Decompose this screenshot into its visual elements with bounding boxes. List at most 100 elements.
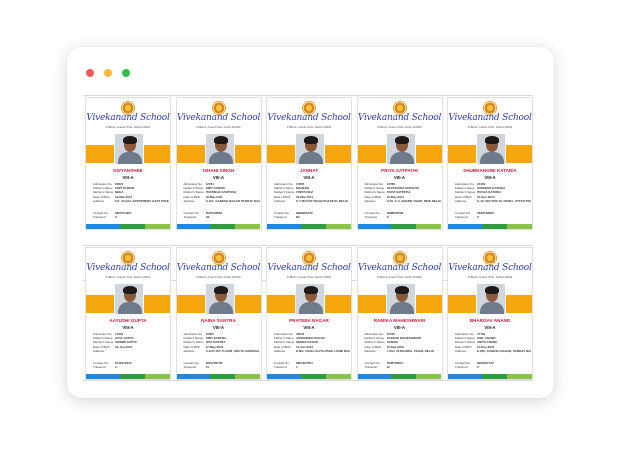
- student-class: VIII-A: [122, 175, 134, 180]
- student-id-card-5[interactable]: Vivekanand School D-Block, Anand Vihar, …: [447, 97, 533, 230]
- card-footer-bar: [267, 374, 351, 379]
- school-name: Vivekanand School: [267, 113, 351, 123]
- school-address: D-Block, Anand Vihar, Delhi-110092: [467, 125, 513, 129]
- contact-details: Contact No. 9711912015 Transport Z: [93, 361, 169, 369]
- student-details: Admission No. 22788 Father's Name DEVASHIS…: [365, 182, 441, 203]
- student-photo: [476, 133, 506, 165]
- maximize-window-button[interactable]: [122, 69, 130, 77]
- student-class: VIII-A: [393, 175, 406, 180]
- contact-label: Contact No.: [364, 211, 381, 215]
- dob-value: 27-May-2010: [205, 344, 224, 349]
- card-footer-bar: [267, 224, 351, 229]
- id-card-row-1: Vivekanand School D-Block, Anand Vihar, …: [85, 97, 533, 230]
- dob-label: Date of Birth: [93, 344, 110, 349]
- card-footer-bar: [357, 374, 442, 379]
- school-name: Vivekanand School: [86, 263, 170, 273]
- address-label: Address: [274, 348, 286, 353]
- father-label: Father's Name: [93, 336, 113, 341]
- address-label: Address: [183, 348, 195, 353]
- transport-value: Z: [115, 365, 117, 370]
- dob-label: Date of Birth: [364, 194, 382, 199]
- address-value: C-204, SURAJMAL VIHAR, DELHI: [386, 348, 434, 353]
- contact-value: 7838769874: [386, 361, 404, 365]
- school-address: D-Block, Anand Vihar, Delhi-110092: [196, 275, 241, 279]
- admission-label: Admission No.: [455, 182, 475, 186]
- student-id-card-3[interactable]: Vivekanand School D-Block, Anand Vihar, …: [266, 97, 352, 230]
- school-address: D-Block, Anand Vihar, Delhi-110092: [467, 275, 513, 279]
- school-name: Vivekanand School: [448, 113, 532, 123]
- mother-value: NEHA: [115, 190, 124, 195]
- admission-label: Admission No.: [364, 182, 384, 186]
- admission-value: 23005: [205, 332, 214, 336]
- contact-label: Contact No.: [455, 211, 471, 215]
- contact-label: Contact No.: [364, 361, 381, 365]
- student-id-card-4[interactable]: Vivekanand School D-Block, Anand Vihar, …: [356, 97, 443, 230]
- contact-label: Contact No.: [274, 211, 290, 215]
- student-photo: [295, 133, 325, 165]
- transport-value: NA: [205, 215, 210, 220]
- mother-label: Mother's Name: [455, 340, 476, 345]
- father-value: ANIL ANAND: [477, 336, 496, 341]
- admission-label: Admission No.: [364, 332, 384, 336]
- admission-value: 22790: [386, 332, 395, 336]
- father-value: AMIT KUMAR: [115, 186, 135, 191]
- student-photo: [204, 133, 235, 165]
- minimize-window-button[interactable]: [104, 69, 112, 77]
- student-photo: [385, 133, 416, 165]
- school-emblem-icon: [211, 251, 226, 265]
- school-emblem-icon: [392, 251, 407, 265]
- transport-value: B: [386, 215, 389, 220]
- dob-value: 10-Jun-2010: [115, 344, 133, 349]
- father-label: Father's Name: [455, 336, 475, 341]
- student-name: BHARGAV ANAND: [469, 318, 511, 323]
- admission-value: 17004: [115, 332, 124, 336]
- contact-label: Contact No.: [183, 361, 200, 365]
- student-details: Admission No. 22827 Father's Name AMIT KUM…: [93, 182, 169, 203]
- transport-value: NA: [296, 215, 301, 220]
- dob-value: 14-Jan-2010: [296, 344, 314, 349]
- browser-window: Vivekanand School D-Block, Anand Vihar, …: [67, 47, 554, 398]
- admission-value: 22827: [115, 182, 124, 186]
- id-card-row-2: Vivekanand School D-Block, Anand Vihar, …: [85, 247, 533, 380]
- father-value: JOGENDER NAGAR: [296, 336, 325, 341]
- admission-value: 22764: [205, 182, 214, 186]
- school-address: D-Block, Anand Vihar, Delhi-110092: [286, 125, 332, 129]
- contact-details: Contact No. 9999281372 Transport NA: [274, 211, 350, 219]
- school-logo: [448, 101, 532, 125]
- school-address: D-Block, Anand Vihar, Delhi-110092: [286, 275, 332, 279]
- student-details: Admission No. 22764 Father's Name AMIT KUM…: [184, 182, 260, 203]
- admission-value: 17760: [477, 332, 486, 336]
- close-window-button[interactable]: [86, 69, 94, 77]
- card-footer-bar: [357, 224, 442, 229]
- contact-details: Contact No. 9650754307 Transport Z: [93, 211, 169, 219]
- student-id-card-1[interactable]: Vivekanand School D-Block, Anand Vihar, …: [85, 97, 171, 230]
- father-label: Father's Name: [183, 336, 204, 341]
- address-label: Address: [455, 198, 467, 203]
- transport-label: Transport: [274, 215, 287, 220]
- student-id-card-8[interactable]: Vivekanand School D-Block, Anand Vihar, …: [266, 247, 352, 380]
- student-photo: [204, 283, 235, 315]
- address-label: Address: [93, 348, 105, 353]
- contact-details: Contact No. 7838749890 Transport Z: [455, 211, 531, 219]
- student-id-card-2[interactable]: Vivekanand School D-Block, Anand Vihar, …: [175, 97, 262, 230]
- student-id-card-9[interactable]: Vivekanand School D-Block, Anand Vihar, …: [356, 247, 443, 380]
- school-address: D-Block, Anand Vihar, Delhi-110092: [377, 275, 422, 279]
- father-label: Father's Name: [183, 186, 204, 191]
- transport-label: Transport: [455, 365, 468, 370]
- school-name: Vivekanand School: [267, 263, 351, 273]
- student-id-card-6[interactable]: Vivekanand School D-Block, Anand Vihar, …: [85, 247, 171, 380]
- contact-value: 9650754307: [115, 211, 132, 215]
- student-id-card-10[interactable]: Vivekanand School D-Block, Anand Vihar, …: [447, 247, 533, 380]
- transport-value: 10: [386, 365, 390, 370]
- student-id-card-7[interactable]: Vivekanand School D-Block, Anand Vihar, …: [175, 247, 262, 380]
- dob-label: Date of Birth: [455, 194, 472, 199]
- father-value: AMIT SANTRA: [205, 336, 227, 341]
- student-details: Admission No. 23005 Father's Name AMIT SAN…: [184, 332, 260, 353]
- father-value: DEVASHISH SATPATHI: [386, 186, 419, 191]
- school-name: Vivekanand School: [86, 113, 170, 123]
- transport-label: Transport: [364, 365, 378, 370]
- dob-label: Date of Birth: [455, 344, 472, 349]
- mother-label: Mother's Name: [183, 340, 204, 345]
- school-address: D-Block, Anand Vihar, Delhi-110092: [196, 125, 241, 129]
- transport-value: Z: [477, 365, 479, 370]
